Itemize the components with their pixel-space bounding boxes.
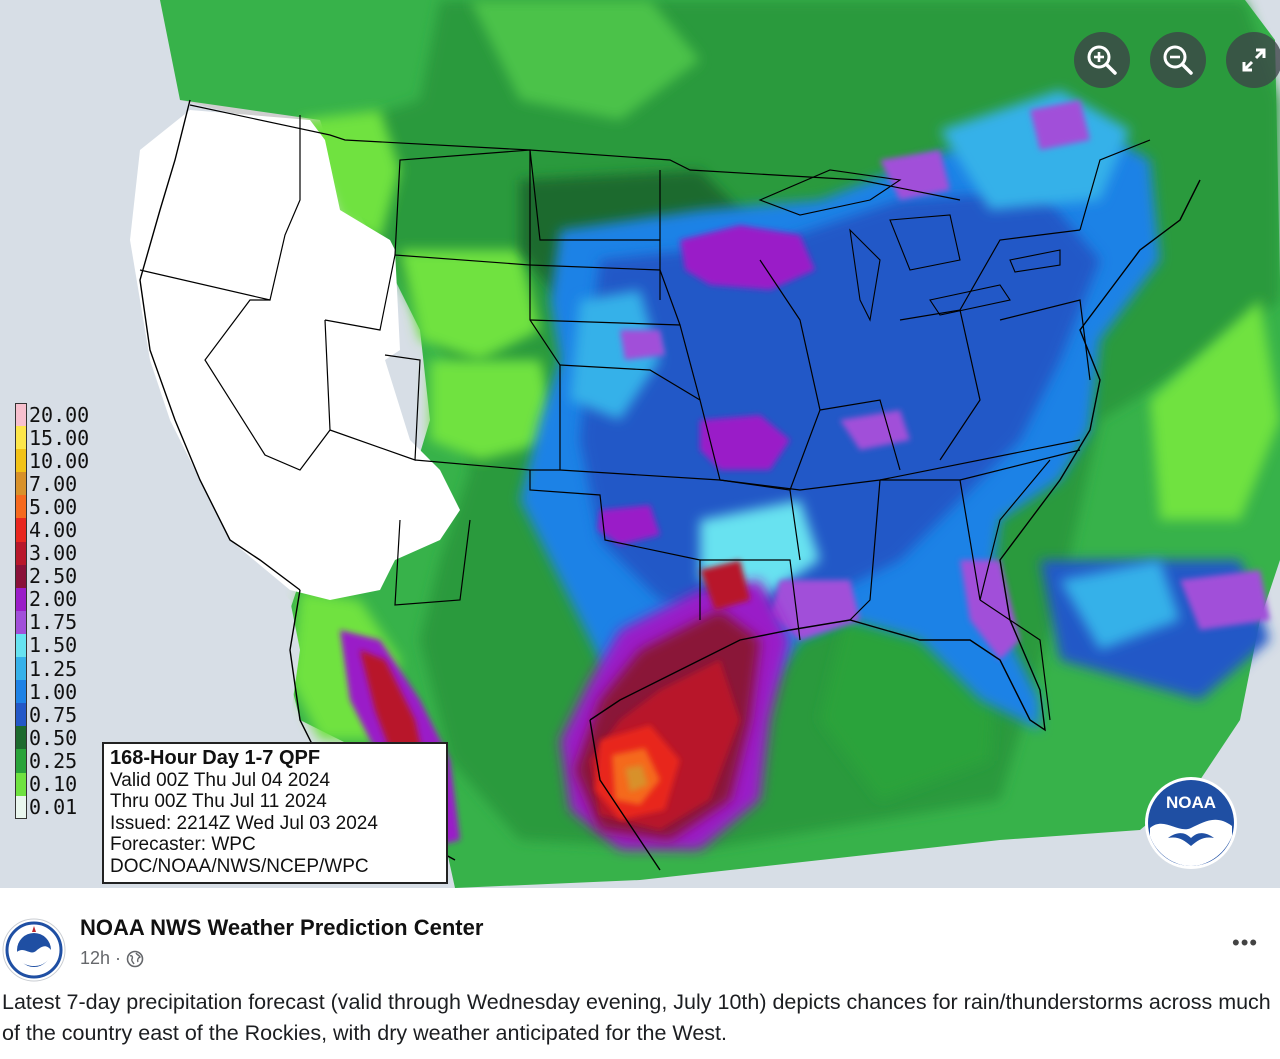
precipitation-field [160,0,1280,888]
valid-time: Valid 00Z Thu Jul 04 2024 [110,769,331,791]
legend-label: 3.00 [29,541,78,566]
post-meta: 12h · [80,948,144,969]
legend-row: 1.25 [15,656,105,681]
legend-label: 7.00 [29,471,78,496]
legend-label: 0.25 [29,748,78,773]
expand-icon [1242,48,1266,72]
legend-row: 15.00 [15,425,105,450]
legend-swatch [15,657,27,681]
legend-label: 0.10 [29,772,78,797]
globe-icon [126,950,144,967]
precip-legend: 20.00 15.00 10.00 7.00 5.00 4.00 3.00 2.50 2.00 1… [15,403,105,819]
state-boundaries [139,104,1151,721]
thru-time: Thru 00Z Thu Jul 11 2024 [110,791,327,812]
legend-label: 0.75 [29,702,78,727]
meta-separator: · [115,948,122,968]
zoom-in-button[interactable] [1074,32,1130,88]
great-lakes [758,169,1061,322]
legend-swatch [15,472,27,496]
forecast-info-box: 168-Hour Day 1-7 QPF Valid 00Z Thu Jul 0… [102,742,448,884]
page-name[interactable]: NOAA NWS Weather Prediction Center [80,915,484,940]
forecast-title: 168-Hour Day 1-7 QPF [110,747,321,769]
legend-swatch [15,749,27,773]
legend-row: 1.75 [15,610,105,635]
legend-row: 1.50 [15,633,105,658]
legend-row: 0.50 [15,725,105,750]
legend-row: 0.25 [15,748,105,773]
dry-west-region [130,110,460,600]
legend-label: 20.00 [29,402,90,427]
fullscreen-button[interactable] [1226,32,1280,88]
legend-swatch [15,587,27,611]
legend-row: 4.00 [15,518,105,543]
legend-label: 2.50 [29,564,78,589]
legend-label: 10.00 [29,448,90,473]
post-time[interactable]: 12h [80,948,111,968]
legend-row: 0.75 [15,702,105,727]
zoom-in-icon [1087,45,1117,75]
zoom-out-icon [1163,45,1193,75]
legend-row: 0.10 [15,772,105,797]
legend-label: 0.01 [29,795,78,820]
legend-row: 0.01 [15,795,105,820]
legend-label: 0.50 [29,725,78,750]
legend-swatch [15,426,27,450]
legend-swatch [15,772,27,796]
legend-label: 1.00 [29,679,78,704]
legend-row: 7.00 [15,471,105,496]
legend-row: 2.50 [15,564,105,589]
qpf-map-graphic [10,0,1280,888]
legend-swatch [15,726,27,750]
legend-label: 15.00 [29,425,90,450]
legend-row: 2.00 [15,587,105,612]
precipitation-map: 20.00 15.00 10.00 7.00 5.00 4.00 3.00 2.50 2.00 1… [0,0,1280,888]
legend-label: 1.75 [29,610,78,635]
legend-swatch [15,610,27,634]
legend-swatch [15,518,27,542]
forecaster: Forecaster: WPC [110,834,256,855]
post-footer [0,888,1280,1059]
legend-swatch [15,564,27,588]
legend-row: 5.00 [15,494,105,519]
legend-swatch [15,495,27,519]
legend-label: 1.50 [29,633,78,658]
avatar[interactable] [2,918,66,982]
legend-label: 2.00 [29,587,78,612]
post-caption: Latest 7-day precipitation forecast (val… [2,990,1271,1045]
legend-swatch [15,633,27,658]
legend-row: 10.00 [15,448,105,473]
legend-row: 1.00 [15,679,105,704]
legend-row: 20.00 [15,402,105,427]
noaa-logo: NOAA [1145,777,1237,869]
legend-swatch [15,703,27,727]
legend-label: 5.00 [29,494,78,519]
legend-swatch [15,403,27,427]
agency: DOC/NOAA/NWS/NCEP/WPC [110,855,369,877]
zoom-out-button[interactable] [1150,32,1206,88]
issued-time: Issued: 2214Z Wed Jul 03 2024 [110,812,378,834]
legend-swatch [15,795,27,819]
legend-label: 4.00 [29,518,78,543]
legend-swatch [15,449,27,473]
legend-row: 3.00 [15,541,105,566]
legend-label: 1.25 [29,656,78,681]
noaa-logo-text: NOAA [1166,793,1216,812]
legend-swatch [15,680,27,704]
more-options-button[interactable]: ••• [1232,930,1259,955]
legend-swatch [15,541,27,565]
